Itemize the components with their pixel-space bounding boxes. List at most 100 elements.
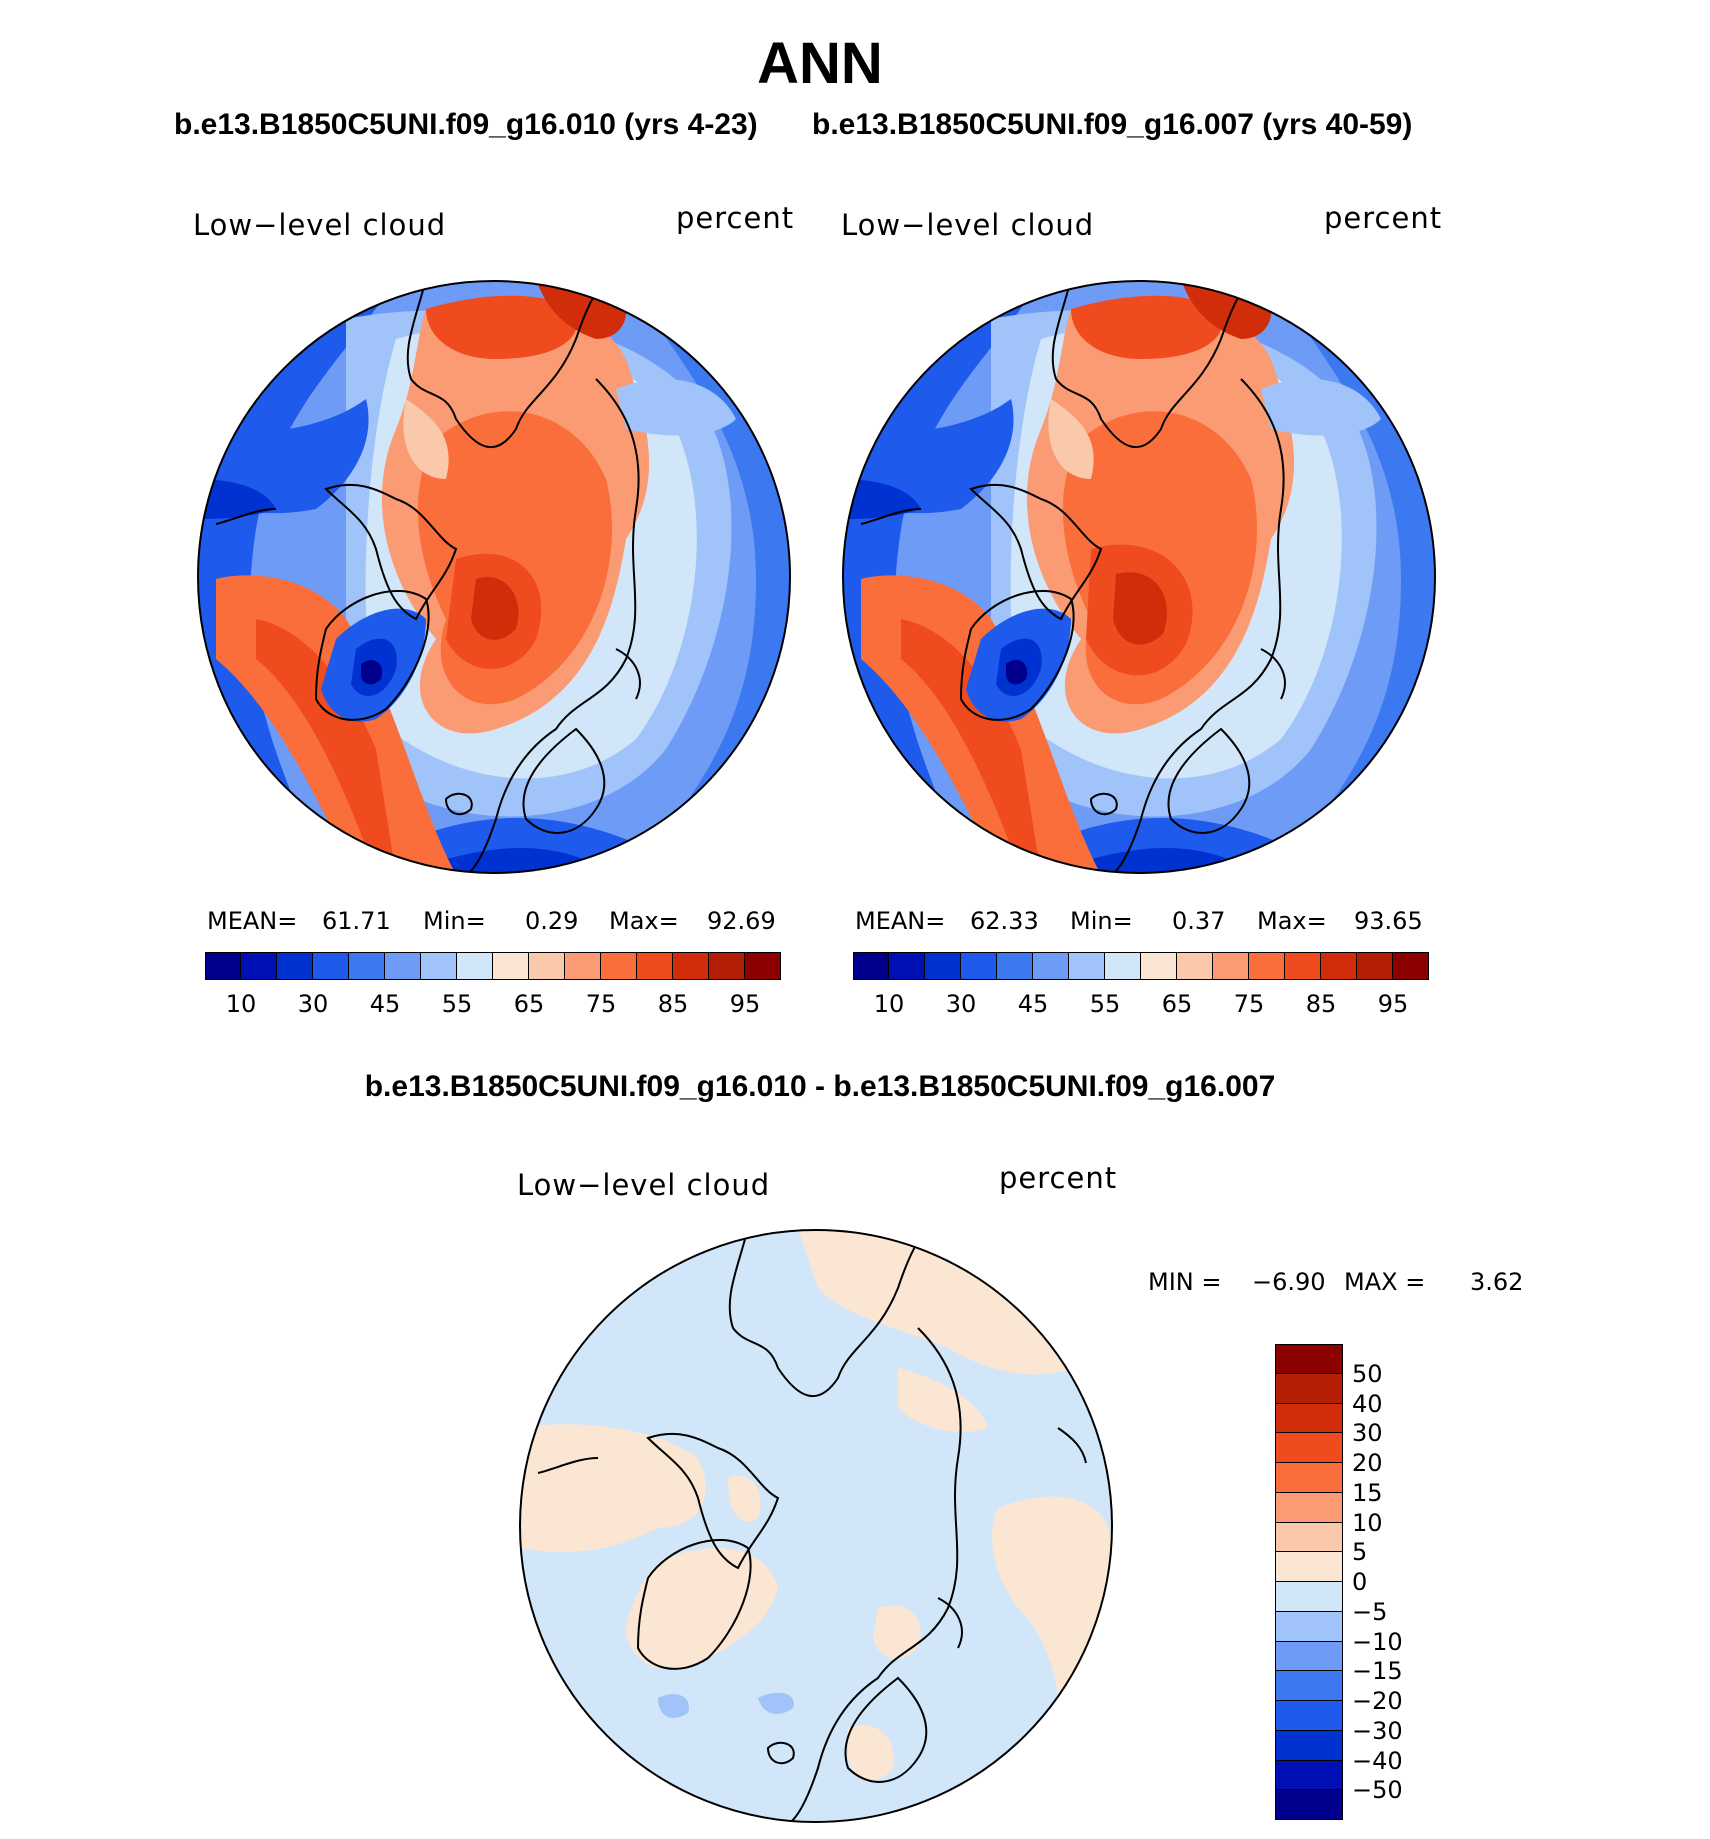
colorbar-swatch [1275, 1522, 1343, 1553]
colorbar-swatch [1275, 1671, 1343, 1701]
colorbar-swatch [1275, 1611, 1343, 1642]
colorbar-swatch [1275, 1552, 1343, 1582]
colorbar-tick-label: 95 [729, 990, 761, 1018]
colorbar-swatch [1105, 952, 1141, 980]
colorbar-tick-label: 10 [225, 990, 257, 1018]
panel1-variable-label: Low−level cloud [193, 208, 447, 242]
colorbar-swatch [1285, 952, 1321, 980]
colorbar-swatch [1275, 1641, 1343, 1672]
colorbar-swatch [1275, 1760, 1343, 1791]
colorbar-tick-label: −50 [1352, 1776, 1403, 1805]
panel2-mean-label: MEAN= [855, 907, 946, 935]
colorbar-swatch [853, 952, 889, 980]
diff-max-label: MAX = [1344, 1268, 1426, 1296]
panel1-polar-map [197, 280, 791, 874]
colorbar-swatch [1141, 952, 1177, 980]
colorbar-swatch [1069, 952, 1105, 980]
colorbar-tick-label: 30 [945, 990, 977, 1018]
colorbar-tick-label: 85 [657, 990, 689, 1018]
panel1-min-value: 0.29 [525, 907, 579, 935]
colorbar-swatch [1393, 952, 1429, 980]
colorbar-tick-label: 10 [1352, 1508, 1383, 1537]
colorbar-swatch [889, 952, 925, 980]
colorbar-swatch [457, 952, 493, 980]
panel2-max-value: 93.65 [1354, 907, 1423, 935]
colorbar-tick-label: 30 [1352, 1419, 1383, 1448]
colorbar-swatch [1275, 1492, 1343, 1523]
colorbar-swatch [385, 952, 421, 980]
colorbar-swatch [997, 952, 1033, 980]
panel2-polar-map [842, 280, 1436, 874]
colorbar-swatch [529, 952, 565, 980]
panel1-colorbar-ticks: 10 30 45 55 65 75 85 95 [205, 990, 781, 1020]
colorbar-swatch [241, 952, 277, 980]
colorbar-swatch [745, 952, 781, 980]
colorbar-swatch [1357, 952, 1393, 980]
colorbar-tick-label: 5 [1352, 1538, 1368, 1567]
colorbar-swatch [1275, 1373, 1343, 1404]
case1-title: b.e13.B1850C5UNI.f09_g16.010 (yrs 4-23) [174, 108, 758, 141]
case2-title: b.e13.B1850C5UNI.f09_g16.007 (yrs 40-59) [812, 108, 1413, 141]
diff-variable-label: Low−level cloud [517, 1168, 771, 1202]
colorbar-swatch [1033, 952, 1069, 980]
colorbar-tick-label: 65 [1161, 990, 1193, 1018]
colorbar-tick-label: 95 [1377, 990, 1409, 1018]
colorbar-tick-label: 50 [1352, 1359, 1383, 1388]
colorbar-swatch [673, 952, 709, 980]
colorbar-tick-label: −5 [1352, 1597, 1388, 1626]
difference-title: b.e13.B1850C5UNI.f09_g16.010 - b.e13.B18… [364, 1070, 1276, 1103]
colorbar-tick-label: 55 [1089, 990, 1121, 1018]
panel2-min-label: Min= [1070, 907, 1133, 935]
colorbar-swatch [1275, 1582, 1343, 1612]
colorbar-tick-label: −10 [1352, 1627, 1403, 1656]
colorbar-tick-label: −20 [1352, 1687, 1403, 1715]
panel1-max-label: Max= [609, 907, 679, 935]
colorbar-swatch [601, 952, 637, 980]
colorbar-swatch [1275, 1403, 1343, 1434]
panel1-mean-value: 61.71 [322, 907, 391, 935]
panel2-colorbar [853, 952, 1429, 980]
colorbar-tick-label: 30 [297, 990, 329, 1018]
colorbar-swatch [1213, 952, 1249, 980]
colorbar-swatch [925, 952, 961, 980]
colorbar-tick-label: 75 [1233, 990, 1265, 1018]
panel2-mean-value: 62.33 [970, 907, 1039, 935]
panel1-mean-label: MEAN= [207, 907, 298, 935]
panel2-variable-label: Low−level cloud [841, 208, 1095, 242]
colorbar-swatch [349, 952, 385, 980]
figure-title: ANN [757, 31, 883, 96]
colorbar-swatch [565, 952, 601, 980]
colorbar-swatch [961, 952, 997, 980]
panel2-max-label: Max= [1257, 907, 1327, 935]
diff-min-value: −6.90 [1252, 1268, 1326, 1296]
colorbar-tick-label: 0 [1352, 1568, 1368, 1596]
colorbar-swatch [277, 952, 313, 980]
panel1-units-label: percent [676, 201, 795, 235]
diff-colorbar-ticks: 50 40 30 20 15 10 5 0 −5 −10 −15 −20 −30 −40 −50 [1352, 1344, 1432, 1820]
colorbar-tick-label: 20 [1352, 1449, 1383, 1477]
colorbar-swatch [1275, 1790, 1343, 1820]
colorbar-swatch [1177, 952, 1213, 980]
colorbar-tick-label: 85 [1305, 990, 1337, 1018]
colorbar-tick-label: −15 [1352, 1657, 1403, 1686]
colorbar-tick-label: −30 [1352, 1716, 1403, 1745]
colorbar-tick-label: 65 [513, 990, 545, 1018]
diff-max-value: 3.62 [1470, 1268, 1524, 1296]
colorbar-swatch [1249, 952, 1285, 980]
colorbar-swatch [313, 952, 349, 980]
panel2-min-value: 0.37 [1172, 907, 1226, 935]
colorbar-swatch [205, 952, 241, 980]
panel2-colorbar-ticks: 10 30 45 55 65 75 85 95 [853, 990, 1429, 1020]
colorbar-tick-label: 10 [873, 990, 905, 1018]
colorbar-swatch [1275, 1730, 1343, 1761]
colorbar-tick-label: −40 [1352, 1746, 1403, 1775]
panel1-max-value: 92.69 [707, 907, 776, 935]
colorbar-swatch [1275, 1463, 1343, 1493]
colorbar-swatch [493, 952, 529, 980]
panel1-min-label: Min= [423, 907, 486, 935]
colorbar-tick-label: 75 [585, 990, 617, 1018]
colorbar-swatch [1275, 1433, 1343, 1463]
panel1-colorbar [205, 952, 781, 980]
colorbar-tick-label: 15 [1352, 1478, 1383, 1507]
colorbar-tick-label: 55 [441, 990, 473, 1018]
